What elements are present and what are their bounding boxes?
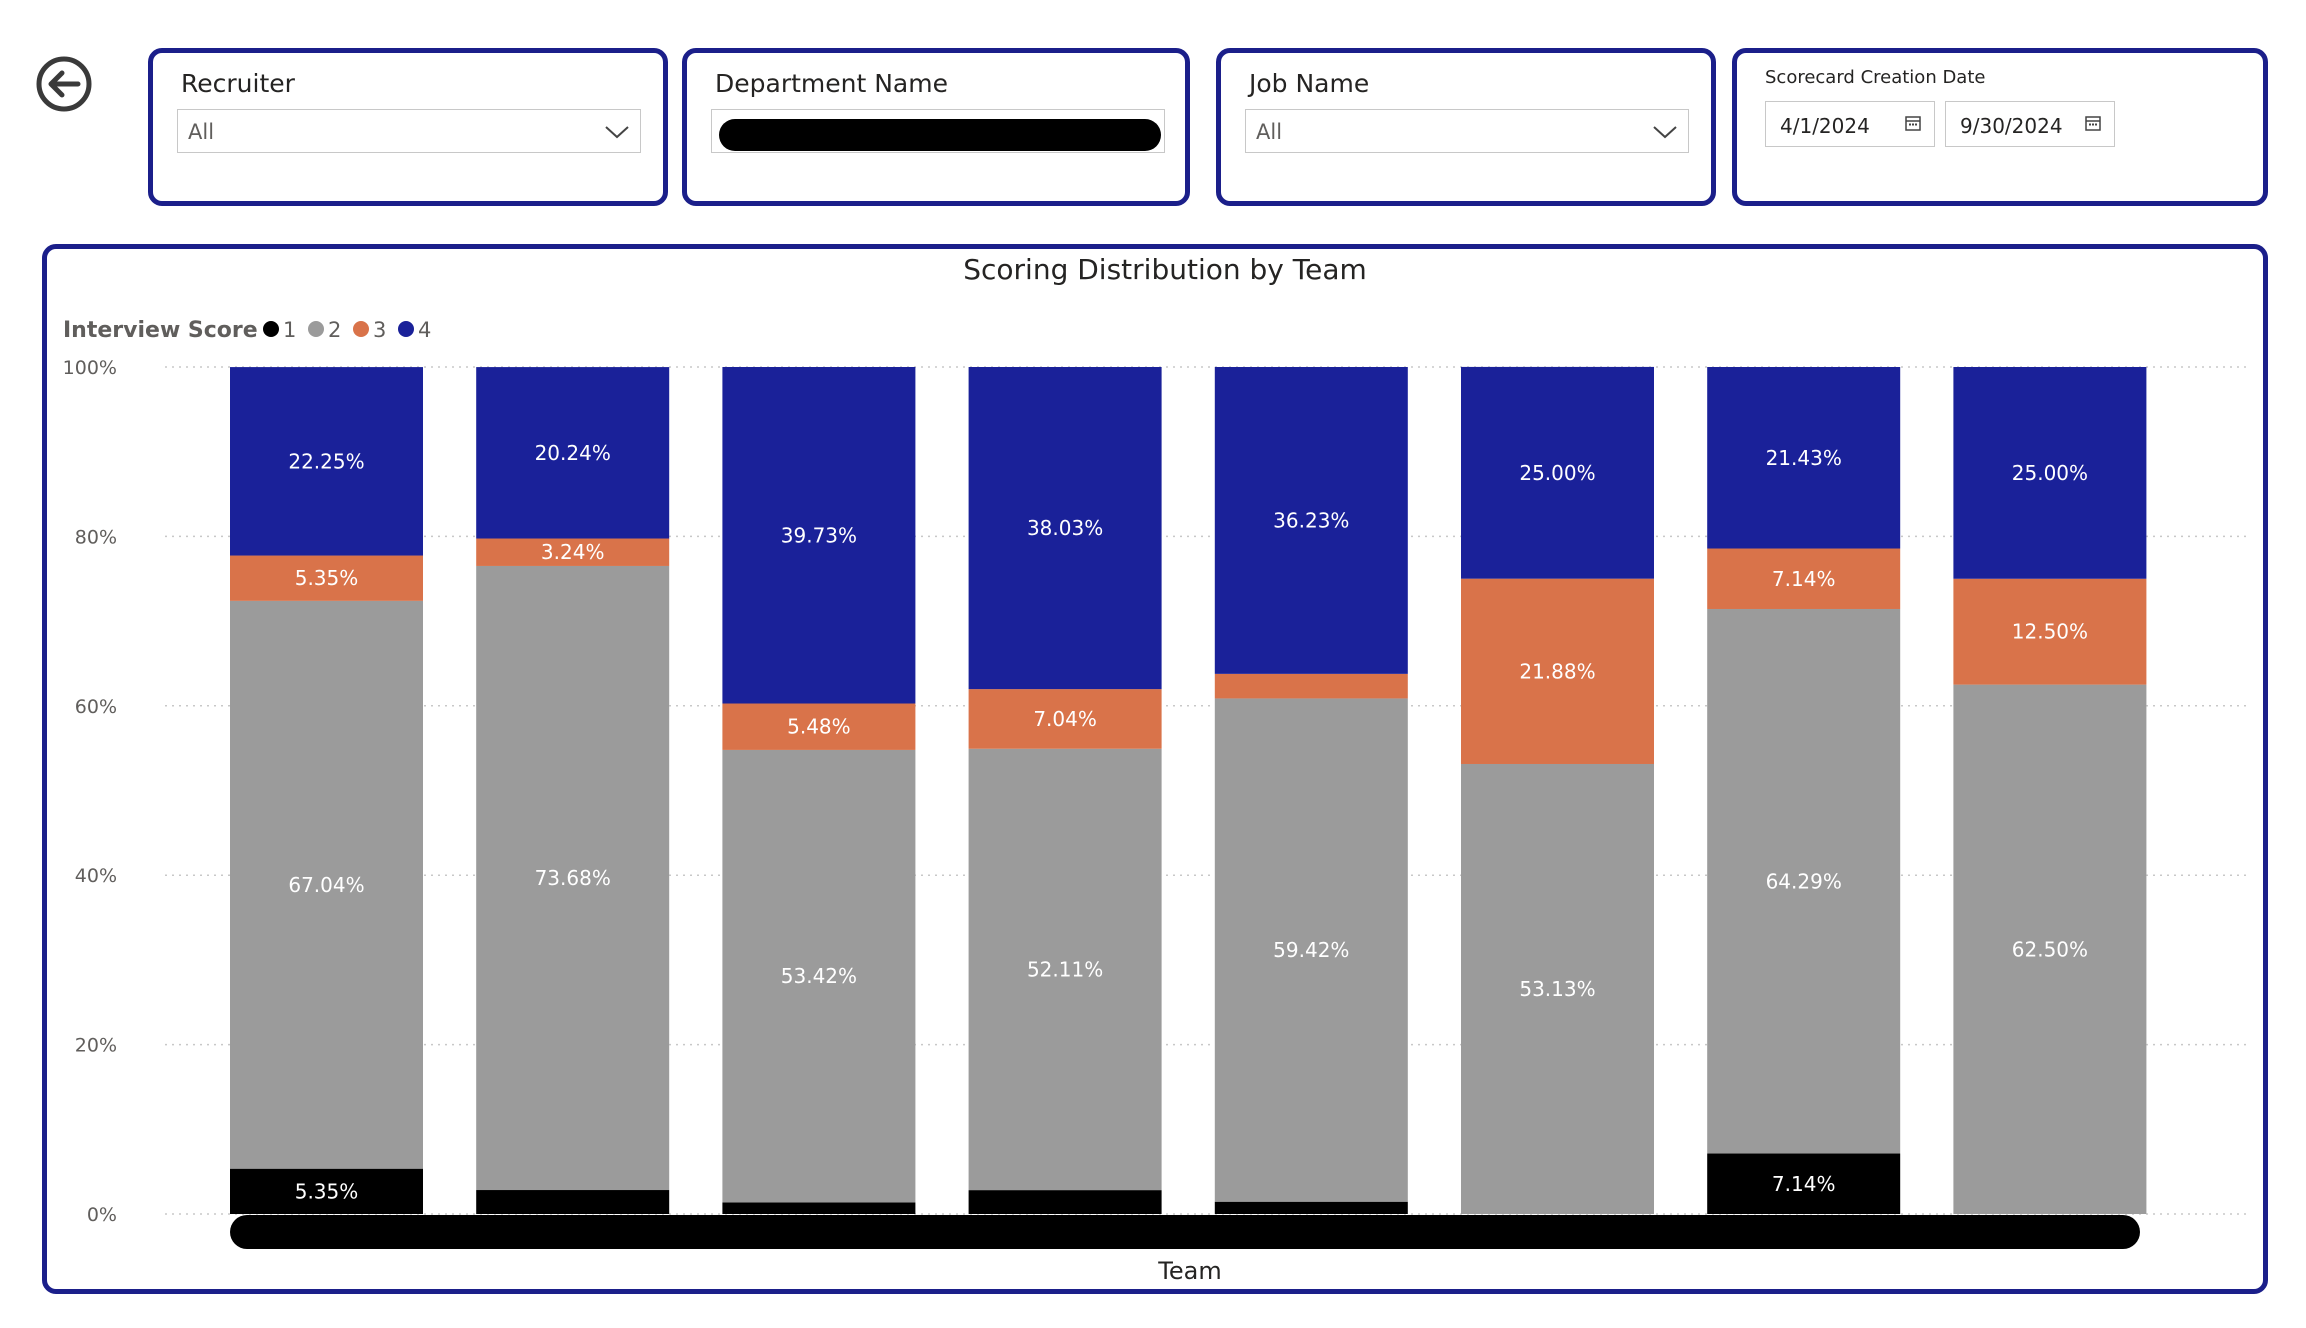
data-label: 73.68% bbox=[535, 866, 611, 890]
job-slicer: Job Name All bbox=[1216, 48, 1716, 206]
data-label: 67.04% bbox=[288, 873, 364, 897]
recruiter-slicer: Recruiter All bbox=[148, 48, 668, 206]
recruiter-slicer-title: Recruiter bbox=[181, 69, 295, 98]
bar-segment-score-3[interactable] bbox=[968, 689, 1162, 749]
bar-segment-score-1[interactable] bbox=[1214, 1201, 1408, 1214]
data-label: 7.04% bbox=[1033, 707, 1097, 731]
recruiter-dropdown-value: All bbox=[188, 120, 215, 144]
y-tick-label: 60% bbox=[75, 696, 117, 718]
chart-canvas: Scoring Distribution by Team Interview S… bbox=[63, 253, 2251, 1285]
y-tick-label: 20% bbox=[75, 1035, 117, 1057]
bar-segment-score-1[interactable] bbox=[1707, 1153, 1901, 1214]
date-slicer: Scorecard Creation Date 4/1/2024 9/30/20… bbox=[1732, 48, 2268, 206]
chevron-down-icon bbox=[1653, 126, 1677, 139]
bar-segment-score-2[interactable] bbox=[1461, 763, 1654, 1214]
legend-marker-1[interactable] bbox=[263, 321, 279, 337]
redacted-bar bbox=[719, 119, 1161, 151]
data-label: 53.13% bbox=[1519, 977, 1595, 1001]
bar-segment-score-3[interactable] bbox=[1953, 578, 2147, 685]
data-label: 39.73% bbox=[781, 523, 857, 547]
legend-label-4[interactable]: 4 bbox=[418, 318, 431, 342]
data-label: 25.00% bbox=[2012, 461, 2088, 485]
bar-segment-score-4[interactable] bbox=[476, 367, 670, 539]
bar-segment-score-4[interactable] bbox=[722, 367, 916, 704]
chart-title: Scoring Distribution by Team bbox=[963, 253, 1367, 286]
bar-segment-score-3[interactable] bbox=[476, 538, 670, 566]
legend-label-1[interactable]: 1 bbox=[283, 318, 296, 342]
back-arrow-circle-icon[interactable] bbox=[34, 54, 94, 114]
bar-segment-score-3[interactable] bbox=[722, 703, 916, 750]
start-date-value: 4/1/2024 bbox=[1780, 114, 1870, 138]
data-label: 36.23% bbox=[1273, 508, 1349, 532]
job-dropdown-value: All bbox=[1256, 120, 1283, 144]
legend-marker-2[interactable] bbox=[308, 321, 324, 337]
bar-segment-score-4[interactable] bbox=[230, 367, 423, 556]
bar-segment-score-1[interactable] bbox=[476, 1190, 670, 1214]
data-label: 5.35% bbox=[295, 1179, 359, 1203]
y-tick-label: 80% bbox=[75, 526, 117, 548]
bar-segment-score-2[interactable] bbox=[476, 565, 670, 1191]
data-label: 3.24% bbox=[541, 540, 605, 564]
legend-label-3[interactable]: 3 bbox=[373, 318, 386, 342]
data-label: 21.88% bbox=[1519, 659, 1595, 683]
data-label: 5.48% bbox=[787, 715, 851, 739]
bar-segment-score-4[interactable] bbox=[1214, 367, 1408, 674]
redacted-bar bbox=[230, 1215, 2140, 1249]
calendar-icon[interactable] bbox=[2084, 114, 2102, 132]
data-label: 21.43% bbox=[1766, 446, 1842, 470]
legend-title: Interview Score bbox=[63, 318, 258, 343]
bar-segment-score-3[interactable] bbox=[1214, 673, 1408, 699]
bar-segment-score-2[interactable] bbox=[230, 600, 423, 1169]
bar-segment-score-1[interactable] bbox=[722, 1202, 916, 1214]
scoring-distribution-chart: Scoring Distribution by Team Interview S… bbox=[42, 244, 2268, 1294]
start-date-input[interactable]: 4/1/2024 bbox=[1765, 101, 1935, 147]
bar-segment-score-2[interactable] bbox=[1953, 684, 2147, 1214]
bar-segment-score-3[interactable] bbox=[1461, 578, 1654, 764]
calendar-icon[interactable] bbox=[1904, 114, 1922, 132]
data-label: 52.11% bbox=[1027, 957, 1103, 981]
y-tick-label: 100% bbox=[63, 357, 117, 379]
department-slicer: Department Name bbox=[682, 48, 1190, 206]
data-label: 53.42% bbox=[781, 964, 857, 988]
date-slicer-title: Scorecard Creation Date bbox=[1765, 67, 1986, 88]
bar-segment-score-2[interactable] bbox=[722, 749, 916, 1203]
data-label: 5.35% bbox=[295, 566, 359, 590]
legend-label-2[interactable]: 2 bbox=[328, 318, 341, 342]
bar-segment-score-1[interactable] bbox=[968, 1190, 1162, 1214]
data-label: 25.00% bbox=[1519, 461, 1595, 485]
data-label: 20.24% bbox=[535, 441, 611, 465]
y-tick-label: 0% bbox=[87, 1204, 117, 1226]
end-date-value: 9/30/2024 bbox=[1960, 114, 2063, 138]
chevron-down-icon bbox=[605, 126, 629, 139]
department-slicer-title: Department Name bbox=[715, 69, 948, 98]
job-slicer-title: Job Name bbox=[1249, 69, 1370, 98]
data-label: 59.42% bbox=[1273, 938, 1349, 962]
bar-segment-score-4[interactable] bbox=[1461, 366, 1654, 579]
bar-segment-score-2[interactable] bbox=[968, 748, 1162, 1191]
data-label: 38.03% bbox=[1027, 516, 1103, 540]
recruiter-dropdown[interactable]: All bbox=[177, 109, 641, 153]
bar-segment-score-3[interactable] bbox=[1707, 548, 1901, 609]
bar-segment-score-1[interactable] bbox=[230, 1168, 423, 1214]
data-label: 7.14% bbox=[1772, 1172, 1836, 1196]
legend-marker-3[interactable] bbox=[353, 321, 369, 337]
bar-segment-score-3[interactable] bbox=[230, 555, 423, 601]
data-label: 7.14% bbox=[1772, 567, 1836, 591]
bar-segment-score-4[interactable] bbox=[1707, 367, 1901, 549]
bar-segment-score-2[interactable] bbox=[1214, 698, 1408, 1202]
data-label: 22.25% bbox=[288, 449, 364, 473]
job-dropdown[interactable]: All bbox=[1245, 109, 1689, 153]
data-label: 64.29% bbox=[1766, 869, 1842, 893]
data-label: 12.50% bbox=[2012, 620, 2088, 644]
data-label: 62.50% bbox=[2012, 937, 2088, 961]
x-axis-label: Team bbox=[1157, 1257, 1221, 1285]
y-tick-label: 40% bbox=[75, 865, 117, 887]
legend-marker-4[interactable] bbox=[398, 321, 414, 337]
bar-segment-score-4[interactable] bbox=[1953, 367, 2147, 579]
bar-segment-score-2[interactable] bbox=[1707, 608, 1901, 1154]
end-date-input[interactable]: 9/30/2024 bbox=[1945, 101, 2115, 147]
bar-segment-score-4[interactable] bbox=[968, 367, 1162, 690]
